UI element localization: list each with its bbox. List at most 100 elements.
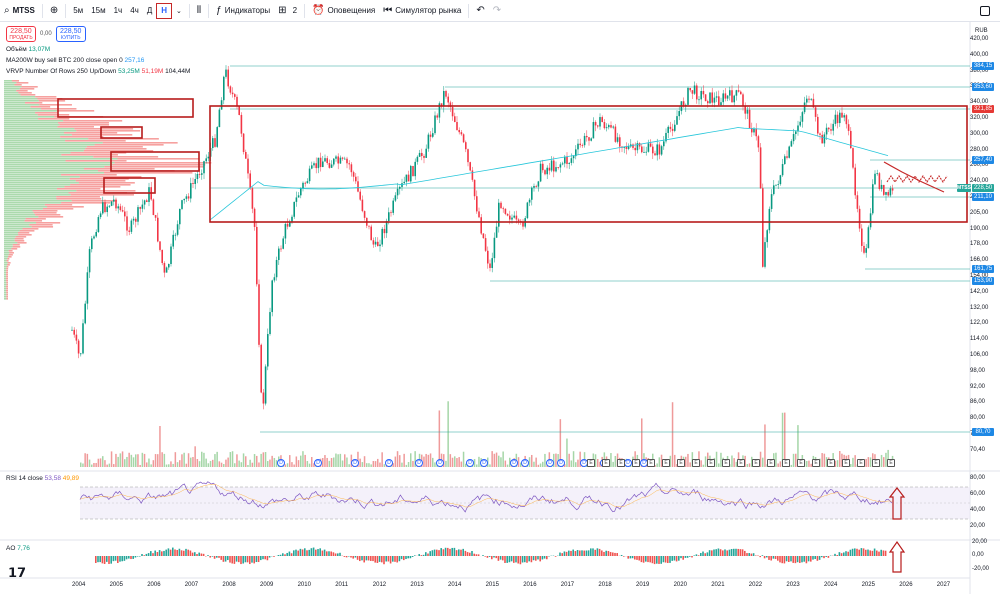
- ao-bar: [266, 556, 269, 561]
- price-tick: 70,40: [970, 446, 986, 453]
- interval-5m[interactable]: 5м: [73, 6, 84, 15]
- event-marker[interactable]: E: [887, 459, 895, 467]
- vrvp-legend[interactable]: VRVP Number Of Rows 250 Up/Down 53,25M 5…: [6, 68, 190, 75]
- interval-1h[interactable]: 1ч: [113, 6, 123, 15]
- profile-down-row: [104, 166, 205, 168]
- volume-bar: [555, 453, 557, 467]
- event-marker[interactable]: E: [752, 459, 760, 467]
- profile-down-row: [83, 168, 155, 170]
- fullscreen-button[interactable]: [976, 0, 994, 22]
- profile-down-row: [102, 142, 178, 144]
- event-marker[interactable]: D: [624, 459, 632, 467]
- profile-down-row: [94, 144, 164, 146]
- candle-body: [740, 91, 742, 95]
- candle-body: [258, 284, 260, 345]
- event-marker[interactable]: E: [782, 459, 790, 467]
- volume-bar: [775, 452, 777, 467]
- wave-path[interactable]: [886, 175, 948, 183]
- volume-bar: [502, 451, 504, 467]
- event-marker[interactable]: D: [351, 459, 359, 467]
- event-marker[interactable]: D: [466, 459, 474, 467]
- interval-dropdown[interactable]: ⌄: [172, 0, 186, 22]
- event-marker[interactable]: E: [872, 459, 880, 467]
- chart-type-button[interactable]: ⫴: [193, 0, 205, 22]
- replay-button[interactable]: ⏮ Симулятор рынка: [379, 0, 465, 22]
- alerts-button[interactable]: ⏰ Оповещения: [308, 0, 379, 22]
- candle-body: [489, 263, 491, 268]
- ao-bar: [106, 556, 108, 562]
- event-marker[interactable]: E: [842, 459, 850, 467]
- buy-button[interactable]: 228,50 КУПИТЬ: [55, 26, 86, 42]
- event-marker[interactable]: E: [677, 459, 685, 467]
- ao-bar: [785, 556, 788, 562]
- candle-body: [185, 196, 188, 199]
- trend-line[interactable]: [883, 161, 945, 193]
- profile-box[interactable]: [103, 177, 156, 194]
- profile-box[interactable]: [57, 98, 194, 118]
- currency-label[interactable]: RUB: [975, 28, 988, 34]
- candle-body: [194, 179, 196, 184]
- arrow-up-icon[interactable]: [888, 540, 906, 573]
- volume-bar: [212, 459, 214, 467]
- add-symbol-button[interactable]: ⊕: [46, 0, 62, 22]
- event-marker[interactable]: E: [662, 459, 670, 467]
- tradingview-logo[interactable]: 𝟭𝟳: [8, 565, 26, 581]
- undo-button[interactable]: ↶: [472, 0, 488, 22]
- rsi-legend[interactable]: RSI 14 close 53,58 49,89: [6, 475, 79, 482]
- volume-bar: [361, 462, 364, 467]
- candle-body: [678, 111, 680, 117]
- event-marker[interactable]: E: [647, 459, 655, 467]
- horizontal-levels[interactable]: [210, 65, 970, 433]
- candle-body: [726, 95, 729, 99]
- interval-week[interactable]: Н: [156, 2, 173, 19]
- event-marker[interactable]: E: [707, 459, 715, 467]
- event-marker[interactable]: E: [632, 459, 640, 467]
- event-marker[interactable]: E: [767, 459, 775, 467]
- profile-box[interactable]: [110, 151, 200, 172]
- interval-4h[interactable]: 4ч: [130, 6, 139, 15]
- redo-button[interactable]: ↷: [489, 0, 505, 22]
- ma-legend[interactable]: MA200W buy sell BTC 200 close open 0 257…: [6, 57, 144, 64]
- event-marker[interactable]: D: [546, 459, 554, 467]
- profile-up-row: [4, 272, 7, 274]
- event-marker[interactable]: D: [480, 459, 488, 467]
- event-marker[interactable]: E: [692, 459, 700, 467]
- event-marker[interactable]: E: [812, 459, 820, 467]
- layouts-button[interactable]: ⊞ 2: [274, 0, 301, 22]
- event-marker[interactable]: E: [602, 459, 610, 467]
- ao-bar: [438, 550, 440, 556]
- event-marker[interactable]: D: [385, 459, 393, 467]
- event-marker[interactable]: D: [557, 459, 565, 467]
- volume-legend[interactable]: Объём 13,07M: [6, 46, 50, 53]
- event-marker[interactable]: D: [415, 459, 423, 467]
- event-marker[interactable]: E: [827, 459, 835, 467]
- event-marker[interactable]: D: [510, 459, 518, 467]
- indicators-button[interactable]: ƒ Индикаторы: [212, 0, 274, 22]
- symbol-search[interactable]: ⌕ MTSS: [0, 0, 39, 22]
- profile-down-row: [8, 250, 13, 252]
- ao-bar: [95, 556, 97, 564]
- candle-body: [183, 198, 185, 201]
- event-marker[interactable]: D: [314, 459, 322, 467]
- event-marker[interactable]: E: [737, 459, 745, 467]
- event-marker[interactable]: D: [436, 459, 444, 467]
- range-rectangle[interactable]: [209, 105, 968, 223]
- profile-box[interactable]: [100, 126, 143, 139]
- volume-bar: [141, 452, 144, 467]
- event-marker[interactable]: D: [521, 459, 529, 467]
- event-marker[interactable]: E: [617, 459, 625, 467]
- ao-legend[interactable]: AO 7,76: [6, 545, 30, 552]
- ao-bar: [585, 550, 588, 556]
- event-marker[interactable]: E: [587, 459, 595, 467]
- event-marker[interactable]: D: [277, 459, 285, 467]
- sell-button[interactable]: 228,50 ПРОДАТЬ: [6, 26, 36, 42]
- candle-body: [267, 334, 269, 367]
- ao-bar: [407, 556, 409, 559]
- event-marker[interactable]: E: [857, 459, 865, 467]
- interval-day[interactable]: Д: [146, 6, 153, 15]
- interval-15m[interactable]: 15м: [91, 6, 106, 15]
- event-marker[interactable]: E: [797, 459, 805, 467]
- event-marker[interactable]: E: [722, 459, 730, 467]
- arrow-up-icon[interactable]: [888, 487, 906, 520]
